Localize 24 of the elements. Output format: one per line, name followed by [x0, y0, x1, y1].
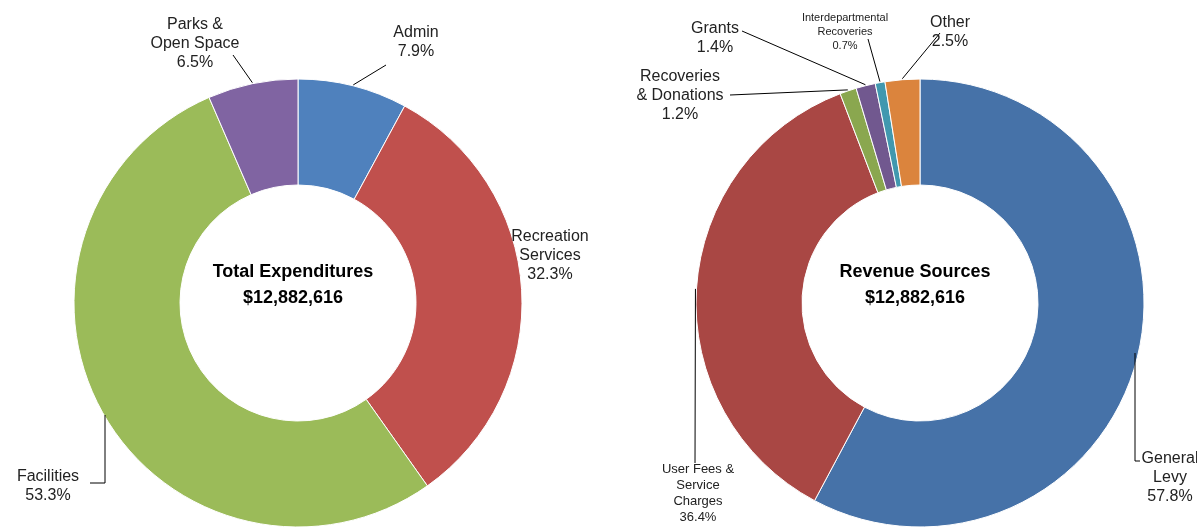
slice-label: Facilities	[16, 467, 80, 484]
data-label: 0.7%	[832, 39, 858, 51]
text: Revenue Sources	[838, 260, 992, 283]
data-label: 2.5%	[931, 32, 969, 49]
slice-label: Recoveries & Donations	[636, 67, 724, 103]
text: Total Expenditures	[211, 260, 375, 283]
data-label: 7.9%	[397, 42, 435, 59]
data-label: 53.3%	[25, 486, 71, 503]
slice-label: Interdepartmental Recoveries	[801, 11, 889, 37]
data-label: 6.5%	[176, 53, 214, 70]
slice-label: Recreation Services	[511, 227, 589, 263]
slice-label: General Levy	[1141, 449, 1197, 485]
text: $12,882,616	[863, 286, 967, 309]
slice-label: Grants	[690, 19, 740, 36]
data-label: 57.8%	[1147, 487, 1193, 504]
slice-label: Other	[929, 13, 971, 30]
slice-label: Parks & Open Space	[150, 15, 240, 51]
slice-label: Admin	[393, 23, 439, 40]
text: $12,882,616	[241, 286, 345, 309]
data-label: 36.4%	[679, 509, 717, 524]
data-label: 1.4%	[696, 38, 734, 55]
slice-label: User Fees & Service Charges	[661, 461, 735, 508]
data-label: 1.2%	[661, 105, 699, 122]
data-label: 32.3%	[527, 265, 573, 282]
